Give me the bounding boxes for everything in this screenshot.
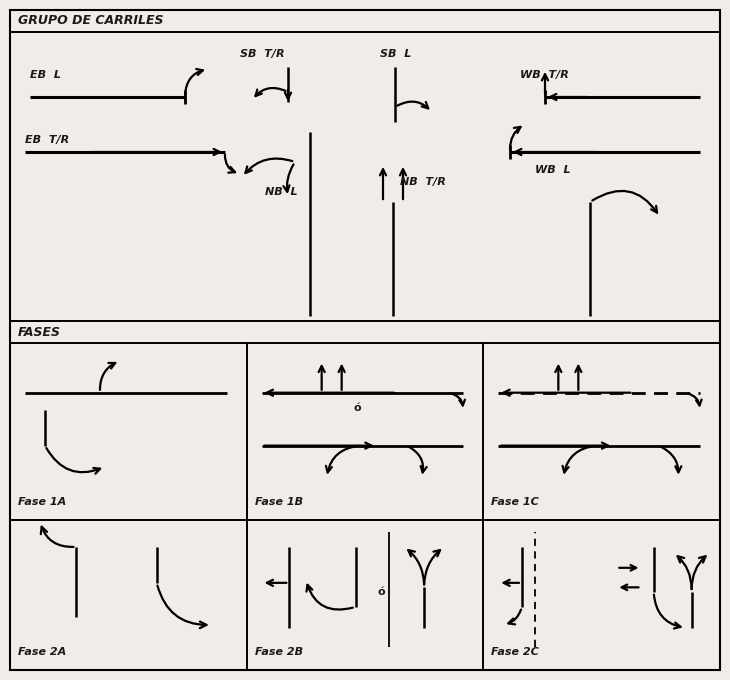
- Text: EB  L: EB L: [30, 70, 61, 80]
- Text: WB  T/R: WB T/R: [520, 70, 569, 80]
- Text: Fase 1A: Fase 1A: [18, 496, 66, 507]
- Bar: [10, 520, 247, 670]
- Bar: [483, 520, 720, 670]
- Bar: [10, 32, 720, 322]
- Text: GRUPO DE CARRILES: GRUPO DE CARRILES: [18, 14, 164, 27]
- Text: WB  L: WB L: [535, 165, 571, 175]
- Bar: [10, 322, 720, 343]
- Bar: [247, 520, 483, 670]
- Text: Fase 1B: Fase 1B: [255, 496, 303, 507]
- Bar: [10, 10, 720, 32]
- Text: Fase 1C: Fase 1C: [491, 496, 539, 507]
- Text: ó: ó: [377, 587, 385, 597]
- Text: NB  L: NB L: [265, 187, 298, 197]
- Text: SB  T/R: SB T/R: [240, 49, 285, 59]
- Text: NB  T/R: NB T/R: [400, 177, 446, 187]
- Bar: [247, 343, 483, 520]
- Bar: [483, 343, 720, 520]
- Text: SB  L: SB L: [380, 49, 412, 59]
- Text: FASES: FASES: [18, 326, 61, 339]
- Text: Fase 2B: Fase 2B: [255, 647, 303, 657]
- Text: Fase 2C: Fase 2C: [491, 647, 539, 657]
- Text: ó: ó: [353, 403, 361, 413]
- Text: EB  T/R: EB T/R: [25, 135, 69, 145]
- Bar: [10, 343, 247, 520]
- Text: Fase 2A: Fase 2A: [18, 647, 66, 657]
